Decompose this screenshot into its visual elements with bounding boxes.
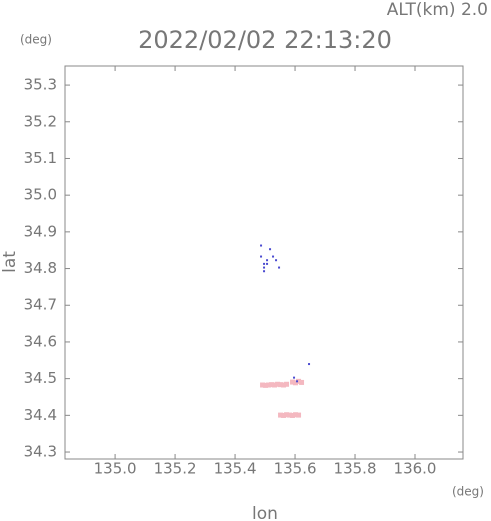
y-tick-label: 34.6 xyxy=(24,332,57,350)
point xyxy=(260,382,266,388)
point xyxy=(293,412,299,418)
point xyxy=(293,376,296,379)
point xyxy=(290,379,296,385)
point xyxy=(308,363,311,366)
point xyxy=(260,255,263,258)
x-unit: (deg) xyxy=(452,485,484,499)
point xyxy=(284,412,290,418)
x-axis-label: lon xyxy=(252,504,278,521)
point xyxy=(263,270,266,273)
y-tick-label: 34.4 xyxy=(24,406,57,424)
x-tick-label: 135.2 xyxy=(154,460,197,478)
y-tick-label: 35.1 xyxy=(24,149,57,167)
point xyxy=(299,379,305,385)
x-tick-label: 135.8 xyxy=(334,460,377,478)
x-tick-label: 135.0 xyxy=(94,460,137,478)
y-unit: (deg) xyxy=(20,33,52,47)
chart-title: 2022/02/02 22:13:20 xyxy=(138,26,392,54)
point xyxy=(287,412,293,418)
point xyxy=(269,382,275,388)
point xyxy=(278,266,281,269)
point xyxy=(260,244,263,247)
point xyxy=(296,412,302,418)
point xyxy=(278,382,284,388)
point xyxy=(281,382,287,388)
point xyxy=(296,378,302,384)
point xyxy=(275,381,281,387)
y-tick-label: 35.3 xyxy=(24,76,57,94)
point xyxy=(263,262,266,265)
point xyxy=(293,380,299,386)
point xyxy=(272,255,275,258)
x-tick-label: 135.4 xyxy=(214,460,257,478)
y-tick-label: 34.9 xyxy=(24,222,57,240)
x-tick-label: 135.6 xyxy=(274,460,317,478)
annotation: ALT(km) 2.0 xyxy=(387,0,488,20)
y-tick-label: 34.8 xyxy=(24,259,57,277)
point xyxy=(281,412,287,418)
y-tick-label: 34.7 xyxy=(24,296,57,314)
point xyxy=(266,259,269,262)
point xyxy=(296,380,299,383)
point xyxy=(272,382,278,388)
point xyxy=(263,382,269,388)
point xyxy=(284,381,290,387)
point xyxy=(266,382,272,388)
point xyxy=(290,412,296,418)
point xyxy=(266,262,269,265)
y-axis-label: lat xyxy=(0,251,20,273)
y-tick-label: 35.2 xyxy=(24,112,57,130)
point xyxy=(269,248,272,251)
point xyxy=(263,266,266,269)
y-tick-label: 35.0 xyxy=(24,186,57,204)
plot-frame xyxy=(64,65,464,460)
point xyxy=(278,412,284,418)
point xyxy=(275,259,278,262)
y-tick-label: 34.5 xyxy=(24,369,57,387)
x-tick-label: 136.0 xyxy=(394,460,437,478)
y-tick-label: 34.3 xyxy=(24,443,57,461)
